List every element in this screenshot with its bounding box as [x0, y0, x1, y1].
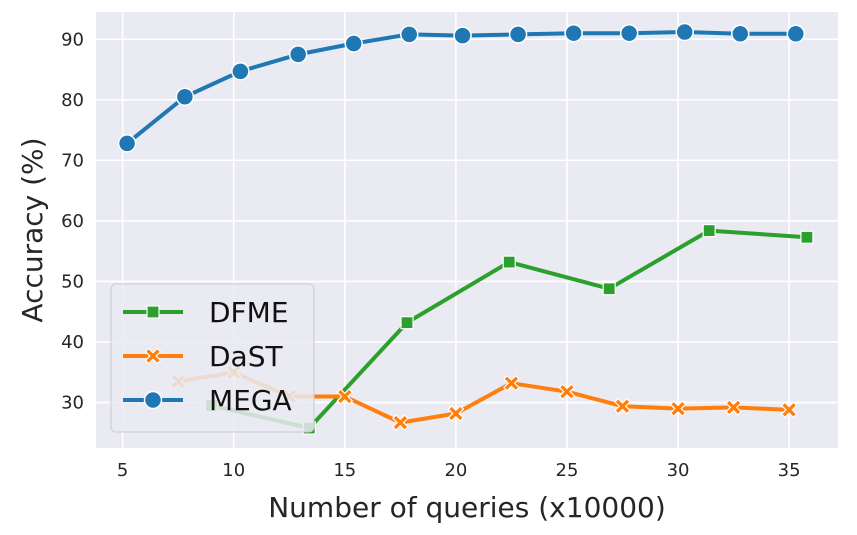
y-tick-label: 80	[61, 90, 84, 111]
mega-point	[619, 23, 639, 43]
mega-point	[231, 62, 250, 81]
mega-point	[175, 87, 195, 107]
mega-point	[786, 24, 806, 44]
x-tick-label: 30	[667, 460, 690, 481]
dfme-point	[702, 224, 716, 238]
dast-point	[447, 405, 465, 422]
mega-point	[453, 26, 472, 45]
legend-marker-dfme	[146, 305, 160, 319]
x-axis-label: Number of queries (x10000)	[268, 491, 666, 524]
mega-point	[344, 34, 363, 53]
y-tick-label: 90	[61, 29, 84, 50]
mega-point	[399, 25, 419, 44]
dfme-point	[800, 230, 814, 244]
legend-label-dfme: DFME	[209, 296, 289, 329]
mega-point	[731, 24, 750, 44]
dast-point	[780, 401, 798, 419]
mega-point	[675, 22, 694, 42]
x-tick-label: 15	[333, 460, 356, 481]
mega-point	[564, 23, 583, 43]
legend-box	[110, 283, 315, 433]
legend-label-dast: DaST	[209, 340, 283, 373]
mega-point	[508, 25, 528, 44]
y-tick-label: 70	[61, 150, 84, 171]
y-tick-label: 60	[61, 211, 84, 232]
dast-point	[336, 388, 354, 405]
x-tick-label: 25	[556, 460, 579, 481]
x-tick-labels: 5 10 15 20 25 30 35	[117, 460, 801, 481]
x-tick-label: 20	[444, 460, 467, 481]
dast-point	[725, 399, 742, 416]
y-axis-label: Accuracy (%)	[16, 137, 49, 322]
dfme-point	[602, 282, 616, 296]
dfme-point	[400, 316, 414, 330]
x-tick-label: 35	[778, 460, 801, 481]
dfme-point	[502, 255, 516, 269]
dast-point	[669, 400, 687, 417]
legend-marker-dast	[144, 347, 162, 365]
mega-point	[288, 45, 308, 64]
legend-item-mega: MEGA	[123, 384, 292, 417]
mega-point	[117, 134, 137, 153]
y-tick-label: 50	[61, 271, 84, 292]
dast-point	[392, 414, 409, 431]
series-mega	[117, 22, 806, 153]
legend: DFME DaST MEGA	[110, 283, 315, 433]
y-tick-labels: 30 40 50 60 70 80 90	[61, 29, 84, 413]
y-tick-label: 40	[61, 332, 84, 353]
x-tick-label: 10	[222, 460, 245, 481]
x-tick-label: 5	[117, 460, 128, 481]
legend-item-dast: DaST	[123, 340, 283, 373]
y-tick-label: 30	[61, 393, 84, 414]
dast-point	[503, 374, 520, 392]
legend-item-dfme: DFME	[123, 296, 289, 329]
dast-point	[558, 383, 576, 401]
legend-marker-mega	[143, 390, 163, 410]
dast-point	[614, 397, 631, 415]
legend-label-mega: MEGA	[209, 384, 292, 417]
